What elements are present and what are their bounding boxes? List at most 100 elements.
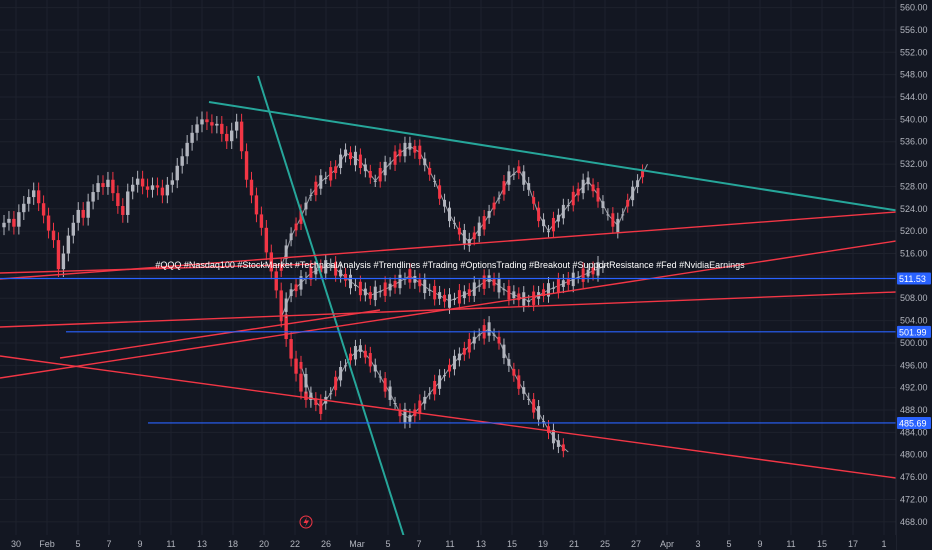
pattern-candle-body (601, 201, 605, 208)
pattern-candle-body (537, 207, 541, 222)
flash-icon[interactable] (299, 515, 313, 529)
candle-body (284, 314, 288, 340)
pattern-candle-body (358, 154, 362, 169)
price-labels: 511.53 501.99 485.69 (897, 272, 931, 429)
y-tick-label: 540.00 (900, 114, 928, 124)
pattern-candle-body (631, 186, 635, 201)
pattern-candle-body (339, 366, 343, 381)
pattern-candle-body (576, 188, 580, 196)
candle-body (264, 227, 269, 253)
pattern-candle-body (339, 269, 343, 277)
x-tick-label: 17 (848, 539, 858, 549)
x-tick-label: 11 (786, 539, 795, 549)
pattern-candle-body (299, 361, 303, 369)
pattern-candle-body (626, 199, 630, 207)
teal-trendline[interactable] (208, 101, 932, 217)
hashtag-annotation: #QQQ #Nasdaq100 #StockMarket #TechnicalA… (155, 260, 745, 270)
y-tick-label: 516.00 (900, 249, 928, 259)
pattern-candle-body (551, 217, 555, 232)
pattern-candle-body (418, 279, 422, 287)
pattern-candle-body (527, 398, 531, 400)
red-trendline[interactable] (0, 355, 897, 479)
candle-body (185, 142, 189, 157)
y-tick-label: 552.00 (900, 47, 928, 57)
pattern-candle-body (542, 219, 546, 227)
pattern-candle-body (284, 298, 288, 312)
pattern-candle-body (378, 291, 382, 293)
pattern-candle-body (408, 415, 412, 422)
pattern-candle-body (482, 216, 486, 230)
pattern-candle-body (309, 266, 313, 280)
x-tick-label: 11 (166, 539, 175, 549)
pattern-candle-body (492, 334, 496, 336)
pattern-candle-body (428, 289, 432, 291)
pattern-candle-body (319, 175, 323, 189)
pattern-candle-body (383, 161, 387, 176)
pattern-candle-body (284, 245, 288, 259)
x-tick-label: 5 (75, 539, 80, 549)
candle-body (230, 130, 234, 142)
pattern-candle-body (373, 286, 377, 301)
red-trendline[interactable] (0, 240, 897, 379)
pattern-candle-body (334, 262, 338, 276)
pattern-candle-body (329, 167, 333, 181)
y-tick-label: 492.00 (900, 383, 928, 393)
teal-trendline[interactable] (257, 75, 406, 541)
candle-body (160, 187, 165, 196)
x-tick-label: 15 (507, 539, 517, 549)
pattern-candle-body (398, 274, 402, 289)
pattern-candle-body (616, 218, 620, 233)
pattern-candle-body (299, 210, 303, 224)
price-label-box (897, 325, 931, 338)
red-trendline[interactable] (59, 309, 381, 359)
candle-body (61, 253, 66, 270)
pattern-candle-body (299, 276, 303, 290)
y-tick-label: 556.00 (900, 25, 928, 35)
pattern-candle-body (542, 421, 546, 423)
pattern-candle-body (457, 227, 461, 235)
pattern-candle-body (443, 199, 447, 207)
candle-body (101, 183, 105, 188)
candle-body (190, 132, 194, 143)
pattern-candle-body (349, 274, 352, 289)
pattern-candle-body (537, 406, 541, 420)
pattern-candle-body (502, 344, 506, 359)
pattern-candle-body (512, 291, 516, 299)
candle-body (269, 252, 273, 272)
pattern-candle-body (294, 223, 298, 231)
time-axis[interactable]: 30 Feb 5 7 9 11 13 18 20 22 26 Mar 5 7 11 13 15 19 21 25 27 A… (0, 535, 896, 550)
pattern-candle-body (576, 277, 580, 279)
candle-body (121, 206, 125, 215)
pattern-candle-body (517, 375, 521, 389)
pattern-candle-body (566, 278, 570, 285)
candle-body (249, 179, 254, 196)
pattern-candle-body (358, 281, 362, 296)
x-tick-label: 7 (416, 539, 421, 549)
pattern-candle-body (294, 284, 298, 292)
candle-body (116, 193, 120, 207)
trendline-drawings[interactable] (0, 75, 932, 541)
pattern-candle-body (433, 285, 437, 300)
red-trendline[interactable] (0, 211, 897, 280)
y-tick-label: 496.00 (900, 360, 928, 370)
pattern-candle-body (596, 262, 600, 276)
pattern-candle-body (319, 400, 323, 414)
pattern-candle-body (556, 214, 560, 222)
red-trendline[interactable] (0, 263, 317, 274)
pattern-candle-body (581, 179, 585, 194)
pattern-candle-body (591, 184, 595, 192)
candle-body (51, 230, 56, 241)
y-tick-label: 472.00 (900, 494, 928, 504)
candle-body (195, 124, 199, 133)
pattern-candle-body (596, 188, 600, 202)
candle-body (254, 195, 259, 215)
candlesticks (2, 111, 313, 408)
pattern-candle-body (542, 289, 546, 297)
time-axis-background (0, 535, 896, 550)
pattern-candle-body (408, 269, 412, 283)
pattern-candle-body (497, 197, 501, 199)
pattern-candle-body (462, 230, 466, 244)
pattern-candle-body (279, 314, 283, 322)
y-tick-label: 548.00 (900, 70, 928, 80)
